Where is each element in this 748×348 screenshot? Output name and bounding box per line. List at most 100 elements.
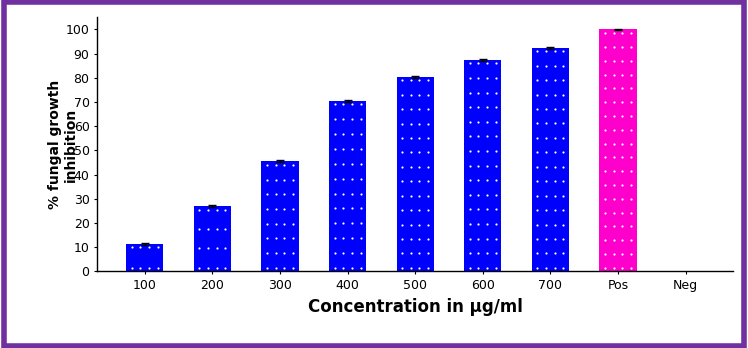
X-axis label: Concentration in μg/ml: Concentration in μg/ml [307, 298, 523, 316]
Point [531, 265, 543, 271]
Point [422, 150, 434, 155]
Point [473, 134, 485, 139]
Point [126, 244, 138, 250]
Point [473, 177, 485, 183]
Point [337, 132, 349, 137]
Point [490, 192, 502, 198]
Point [287, 192, 299, 197]
Point [473, 119, 485, 125]
Bar [465, 60, 501, 271]
Point [287, 177, 299, 182]
Point [414, 193, 426, 198]
Point [152, 244, 164, 250]
Point [328, 146, 340, 152]
Point [355, 102, 367, 107]
Point [473, 90, 485, 95]
Point [261, 236, 273, 241]
Point [481, 104, 493, 110]
Point [422, 207, 434, 213]
Point [337, 250, 349, 256]
Point [405, 164, 417, 169]
Point [473, 61, 485, 66]
Point [599, 72, 611, 77]
Point [422, 179, 434, 184]
Point [481, 119, 493, 125]
Point [396, 78, 408, 83]
Point [355, 117, 367, 122]
Point [549, 63, 561, 69]
Point [337, 221, 349, 226]
Point [396, 193, 408, 198]
Point [616, 265, 628, 271]
Point [269, 192, 281, 197]
Point [464, 119, 476, 125]
Point [540, 121, 552, 126]
Point [337, 265, 349, 271]
Point [135, 265, 147, 271]
Point [328, 221, 340, 226]
Point [405, 150, 417, 155]
Point [531, 121, 543, 126]
Point [599, 141, 611, 147]
Point [355, 250, 367, 256]
Point [607, 72, 619, 77]
Point [211, 207, 223, 213]
Point [549, 135, 561, 141]
Point [540, 106, 552, 112]
Point [531, 63, 543, 69]
Point [625, 168, 637, 174]
Point [625, 58, 637, 64]
Point [355, 191, 367, 196]
Point [625, 155, 637, 160]
Point [143, 265, 155, 271]
Point [405, 179, 417, 184]
Point [557, 236, 569, 242]
Point [278, 206, 290, 212]
Point [481, 61, 493, 66]
Point [396, 106, 408, 112]
Bar [194, 206, 231, 271]
Point [481, 163, 493, 168]
Point [616, 100, 628, 105]
Point [481, 90, 493, 95]
Point [557, 222, 569, 227]
Point [328, 191, 340, 196]
Point [355, 161, 367, 167]
Point [549, 207, 561, 213]
Point [337, 206, 349, 211]
Point [414, 78, 426, 83]
Bar [396, 77, 434, 271]
Point [531, 164, 543, 169]
Point [607, 265, 619, 271]
Point [219, 246, 231, 251]
Point [405, 193, 417, 198]
Point [405, 251, 417, 256]
Point [202, 265, 214, 271]
Point [490, 221, 502, 227]
Point [481, 177, 493, 183]
Point [287, 265, 299, 271]
Point [607, 113, 619, 119]
Point [219, 265, 231, 271]
Point [549, 179, 561, 184]
Point [607, 44, 619, 50]
Point [346, 176, 358, 182]
Point [261, 162, 273, 168]
Point [531, 135, 543, 141]
Point [278, 250, 290, 256]
Point [490, 251, 502, 256]
Point [355, 206, 367, 211]
Point [396, 150, 408, 155]
Point [355, 146, 367, 152]
Point [396, 207, 408, 213]
Point [490, 75, 502, 81]
Point [269, 265, 281, 271]
Point [346, 161, 358, 167]
Point [337, 176, 349, 182]
Point [625, 265, 637, 271]
Point [422, 236, 434, 242]
Point [490, 177, 502, 183]
Point [599, 44, 611, 50]
Point [599, 182, 611, 188]
Point [549, 92, 561, 97]
